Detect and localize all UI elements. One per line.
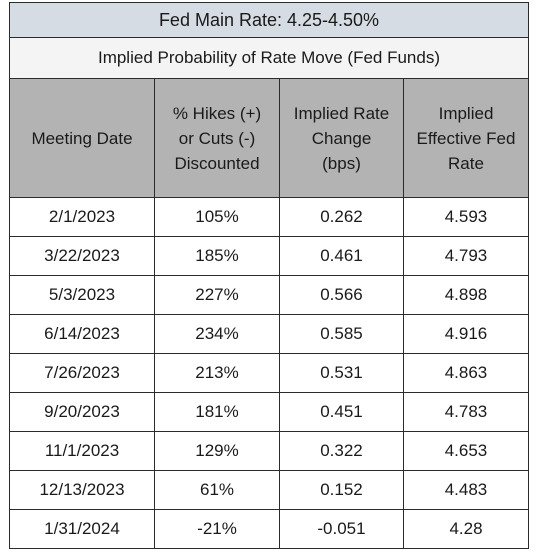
table-row: 7/26/2023 213% 0.531 4.863 <box>9 353 529 393</box>
table-row: 12/13/2023 61% 0.152 4.483 <box>9 470 529 510</box>
hikes-cuts-discounted-header: % Hikes (+) or Cuts (-) Discounted <box>154 78 280 198</box>
rate-probability-table: Fed Main Rate: 4.25-4.50% Implied Probab… <box>9 2 529 549</box>
table-subtitle: Implied Probability of Rate Move (Fed Fu… <box>9 37 529 79</box>
header-line: Effective Fed <box>416 128 516 148</box>
table-row: 11/1/2023 129% 0.322 4.653 <box>9 431 529 471</box>
hikes-cuts-cell: 234% <box>154 314 280 354</box>
meeting-date-cell: 11/1/2023 <box>9 431 155 471</box>
table-row: 2/1/2023 105% 0.262 4.593 <box>9 197 529 237</box>
rate-change-cell: 0.585 <box>279 314 404 354</box>
effective-rate-cell: 4.483 <box>403 470 529 510</box>
table-row: 5/3/2023 227% 0.566 4.898 <box>9 275 529 315</box>
hikes-cuts-cell: 185% <box>154 236 280 276</box>
header-line: Discounted <box>174 153 260 173</box>
meeting-date-cell: 6/14/2023 <box>9 314 155 354</box>
rate-change-cell: 0.322 <box>279 431 404 471</box>
rate-change-cell: -0.051 <box>279 509 404 549</box>
rate-change-cell: 0.451 <box>279 392 404 432</box>
title-row: Fed Main Rate: 4.25-4.50% <box>9 2 529 38</box>
meeting-date-header: Meeting Date <box>9 78 155 198</box>
column-header-row: Meeting Date % Hikes (+) or Cuts (-) Discou… <box>9 78 529 198</box>
meeting-date-cell: 9/20/2023 <box>9 392 155 432</box>
meeting-date-cell: 3/22/2023 <box>9 236 155 276</box>
effective-rate-cell: 4.593 <box>403 197 529 237</box>
rate-change-cell: 0.262 <box>279 197 404 237</box>
hikes-cuts-cell: 61% <box>154 470 280 510</box>
header-line: % Hikes (+) <box>172 103 262 123</box>
effective-rate-cell: 4.916 <box>403 314 529 354</box>
hikes-cuts-cell: -21% <box>154 509 280 549</box>
subtitle-row: Implied Probability of Rate Move (Fed Fu… <box>9 37 529 79</box>
hikes-cuts-cell: 213% <box>154 353 280 393</box>
header-line: Implied <box>438 103 494 123</box>
header-line: or Cuts (-) <box>178 128 256 148</box>
hikes-cuts-cell: 129% <box>154 431 280 471</box>
table-body: Fed Main Rate: 4.25-4.50% Implied Probab… <box>9 2 529 549</box>
rate-change-cell: 0.152 <box>279 470 404 510</box>
effective-rate-cell: 4.783 <box>403 392 529 432</box>
implied-effective-fed-rate-header: Implied Effective Fed Rate <box>403 78 529 198</box>
header-line: (bps) <box>322 153 361 173</box>
meeting-date-cell: 1/31/2024 <box>9 509 155 549</box>
effective-rate-cell: 4.653 <box>403 431 529 471</box>
effective-rate-cell: 4.793 <box>403 236 529 276</box>
rate-probability-table-container: Fed Main Rate: 4.25-4.50% Implied Probab… <box>9 2 529 549</box>
table-row: 1/31/2024 -21% -0.051 4.28 <box>9 509 529 549</box>
hikes-cuts-cell: 227% <box>154 275 280 315</box>
table-title: Fed Main Rate: 4.25-4.50% <box>9 2 529 38</box>
hikes-cuts-cell: 105% <box>154 197 280 237</box>
table-row: 9/20/2023 181% 0.451 4.783 <box>9 392 529 432</box>
effective-rate-cell: 4.898 <box>403 275 529 315</box>
table-row: 6/14/2023 234% 0.585 4.916 <box>9 314 529 354</box>
header-line: Rate <box>448 153 484 173</box>
header-line: Change <box>311 128 372 148</box>
header-line: Implied Rate <box>293 103 390 123</box>
rate-change-cell: 0.566 <box>279 275 404 315</box>
effective-rate-cell: 4.863 <box>403 353 529 393</box>
table-row: 3/22/2023 185% 0.461 4.793 <box>9 236 529 276</box>
implied-rate-change-header: Implied Rate Change (bps) <box>279 78 404 198</box>
meeting-date-cell: 12/13/2023 <box>9 470 155 510</box>
header-line: Meeting Date <box>31 128 133 148</box>
meeting-date-cell: 5/3/2023 <box>9 275 155 315</box>
rate-change-cell: 0.531 <box>279 353 404 393</box>
meeting-date-cell: 2/1/2023 <box>9 197 155 237</box>
rate-change-cell: 0.461 <box>279 236 404 276</box>
meeting-date-cell: 7/26/2023 <box>9 353 155 393</box>
effective-rate-cell: 4.28 <box>403 509 529 549</box>
hikes-cuts-cell: 181% <box>154 392 280 432</box>
